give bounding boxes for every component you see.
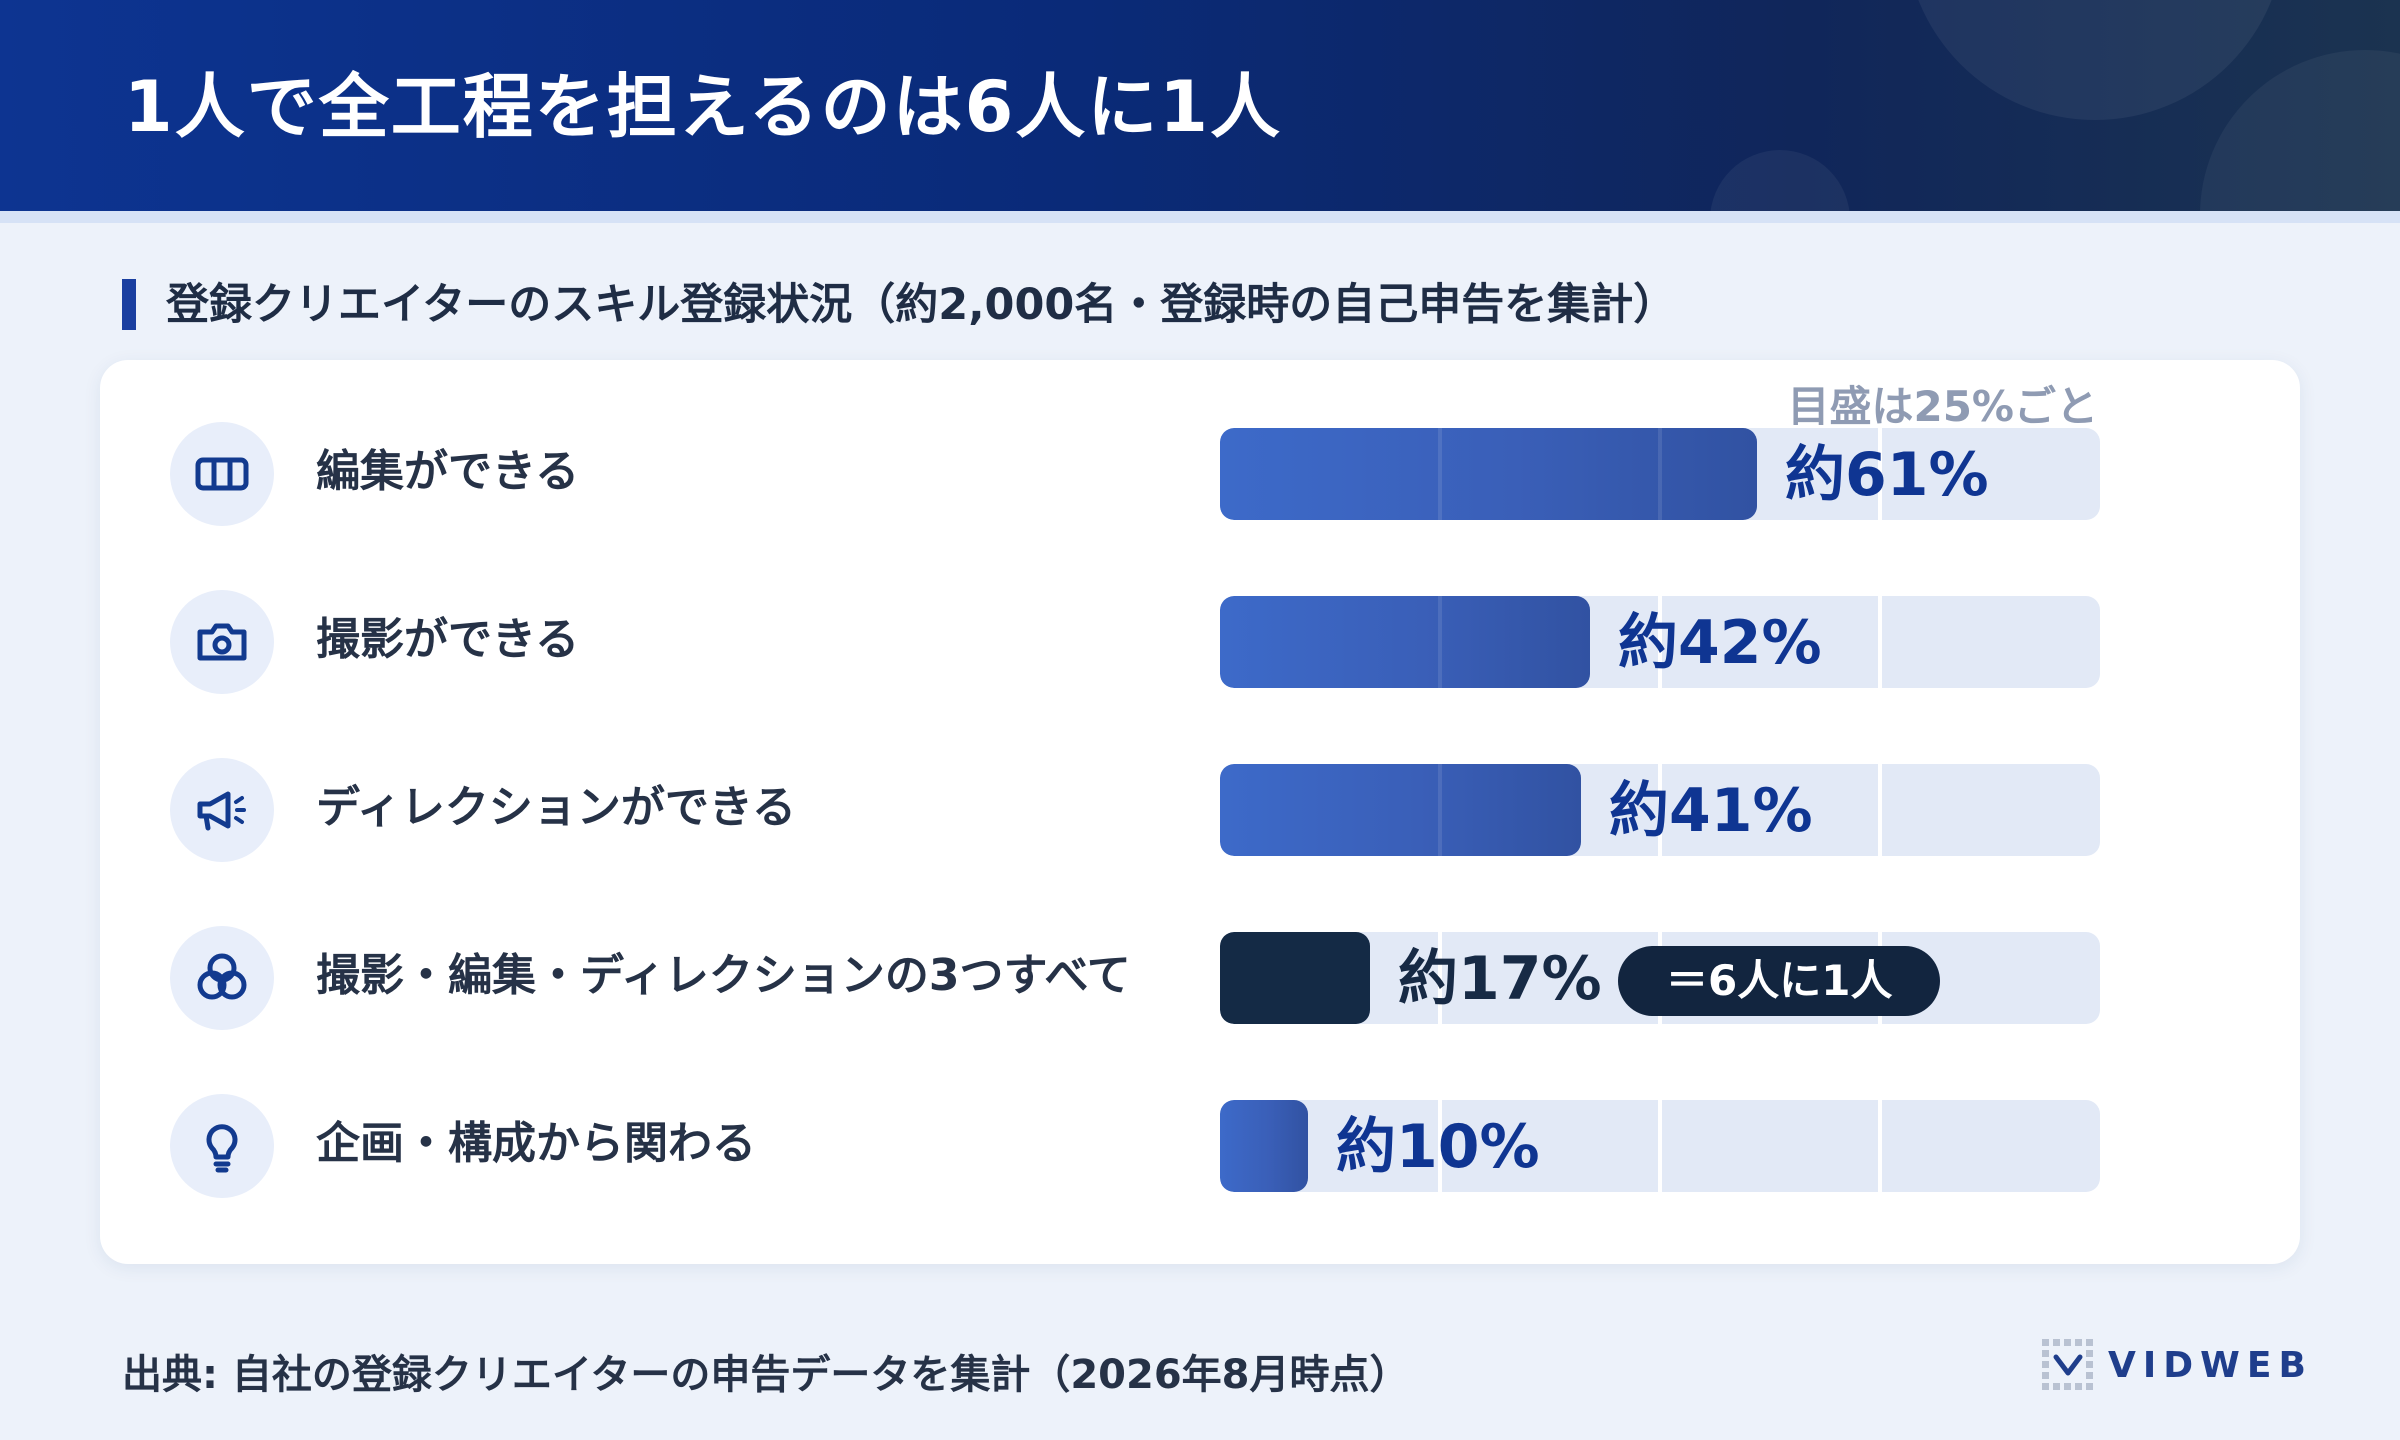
triple-circle-icon xyxy=(170,926,274,1030)
bar-track xyxy=(1220,764,2100,856)
bar-track xyxy=(1220,1100,2100,1192)
source-note: 出典: 自社の登録クリエイターの申告データを集計（2026年8月時点） xyxy=(122,1352,1410,1398)
bar xyxy=(1220,932,1370,1024)
decor-circle xyxy=(1710,150,1850,211)
bar xyxy=(1220,764,1581,856)
bar xyxy=(1220,428,1757,520)
category-label: 企画・構成から関わる xyxy=(316,1118,756,1169)
grid-line xyxy=(1438,1100,1442,1192)
bar-row: 撮影・編集・ディレクションの3つすべて 約17% ＝6人に1人 xyxy=(0,926,2400,1030)
value-label: 約10% xyxy=(1336,1112,1540,1182)
value-label: 約42% xyxy=(1618,608,1822,678)
category-label: 撮影・編集・ディレクションの3つすべて xyxy=(316,950,1131,1001)
grid-line xyxy=(1658,428,1662,520)
vidweb-logo: VIDWEB xyxy=(2040,1337,2313,1393)
grid-line xyxy=(1658,1100,1662,1192)
decor-circle xyxy=(2200,50,2400,211)
annotation-pill: ＝6人に1人 xyxy=(1618,946,1941,1016)
bar xyxy=(1220,596,1590,688)
section-label: 登録クリエイターのスキル登録状況（約2,000名・登録時の自己申告を集計） xyxy=(166,280,1677,330)
bar-row: 撮影ができる 約42% xyxy=(0,590,2400,694)
category-label: ディレクションができる xyxy=(316,782,797,833)
bar-track xyxy=(1220,428,2100,520)
bar-row: 企画・構成から関わる 約10% xyxy=(0,1094,2400,1198)
header-banner: 1人で全工程を担えるのは6人に1人 xyxy=(0,0,2400,211)
grid-line xyxy=(1438,428,1442,520)
megaphone-icon xyxy=(170,758,274,862)
grid-line xyxy=(1658,764,1662,856)
header-underline xyxy=(0,211,2400,223)
value-label: 約61% xyxy=(1785,440,1989,510)
value-label: 約41% xyxy=(1609,776,1813,846)
page-title: 1人で全工程を担えるのは6人に1人 xyxy=(124,66,1283,148)
value-label: 約17% xyxy=(1398,944,1602,1014)
bar-track xyxy=(1220,596,2100,688)
grid-line xyxy=(1878,428,1882,520)
grid-line xyxy=(1438,932,1442,1024)
bar-row: 編集ができる 約61% xyxy=(0,422,2400,526)
logo-mark-icon xyxy=(2042,1339,2093,1390)
bar-row: ディレクションができる 約41% xyxy=(0,758,2400,862)
grid-line xyxy=(1438,596,1442,688)
bar xyxy=(1220,1100,1308,1192)
grid-line xyxy=(1438,764,1442,856)
logo-text: VIDWEB xyxy=(2108,1344,2313,1386)
grid-line xyxy=(1658,596,1662,688)
camera-icon xyxy=(170,590,274,694)
category-label: 編集ができる xyxy=(316,446,580,497)
film-strip-icon xyxy=(170,422,274,526)
category-label: 撮影ができる xyxy=(316,614,580,665)
lightbulb-icon xyxy=(170,1094,274,1198)
scale-note: 目盛は25%ごと xyxy=(1787,382,2098,431)
grid-line xyxy=(1878,596,1882,688)
grid-line xyxy=(1878,1100,1882,1192)
section-marker xyxy=(122,279,136,330)
grid-line xyxy=(1878,764,1882,856)
decor-circle xyxy=(1905,0,2285,120)
